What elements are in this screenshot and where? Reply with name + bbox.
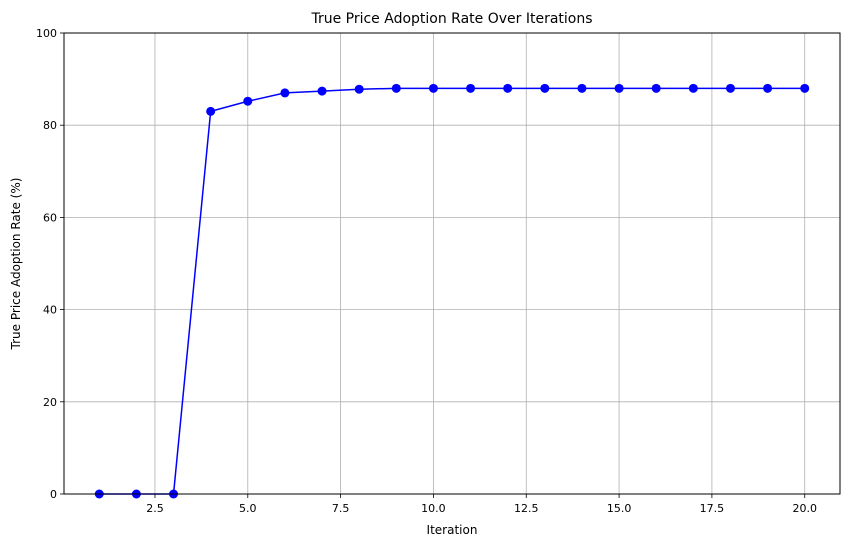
y-tick-label: 20: [43, 396, 57, 409]
data-point: [763, 83, 773, 93]
data-point: [391, 83, 401, 93]
y-tick-label: 60: [43, 211, 57, 224]
x-axis-label: Iteration: [427, 523, 478, 537]
data-point: [800, 83, 810, 93]
data-point: [577, 83, 587, 93]
data-point: [206, 106, 216, 116]
plot-frame: [63, 32, 841, 495]
y-tick-label: 40: [43, 304, 57, 317]
axis-ticks: 2.5 5.0 7.5 10.0 12.5 15.0 17.5 20.0 0 20 40 60 80 10…: [36, 27, 817, 515]
x-tick-label: 10.0: [421, 502, 446, 515]
series-line: [99, 87, 805, 495]
data-point: [317, 86, 327, 96]
x-tick-label: 12.5: [514, 502, 539, 515]
x-tick-label: 17.5: [700, 502, 725, 515]
data-point: [651, 83, 661, 93]
chart-title: True Price Adoption Rate Over Iterations: [310, 11, 592, 27]
x-tick-label: 2.5: [146, 502, 164, 515]
x-tick-label: 7.5: [332, 502, 350, 515]
data-point: [503, 83, 513, 93]
data-point: [466, 83, 476, 93]
y-axis-label: True Price Adoption Rate (%): [9, 178, 23, 351]
x-tick-label: 5.0: [239, 502, 257, 515]
data-point: [614, 83, 624, 93]
y-tick-label: 100: [36, 27, 57, 40]
y-tick-label: 0: [50, 488, 57, 501]
x-tick-label: 15.0: [607, 502, 632, 515]
data-point: [280, 88, 290, 98]
data-point: [688, 83, 698, 93]
data-point: [354, 84, 364, 94]
data-point: [243, 96, 253, 106]
data-point: [725, 83, 735, 93]
x-tick-label: 20.0: [792, 502, 817, 515]
y-tick-label: 80: [43, 119, 57, 132]
series-layer: [94, 83, 810, 499]
data-point: [540, 83, 550, 93]
data-point: [428, 83, 438, 93]
